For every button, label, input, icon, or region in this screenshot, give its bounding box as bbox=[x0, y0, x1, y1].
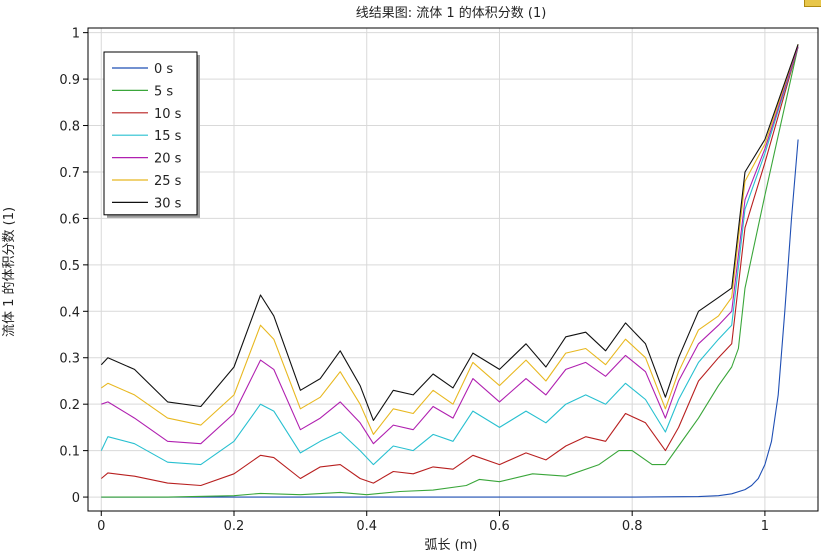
y-tick-label: 0.8 bbox=[59, 120, 80, 135]
y-tick-label: 0.3 bbox=[59, 352, 80, 367]
legend-label: 15 s bbox=[154, 129, 182, 144]
y-tick-label: 0.9 bbox=[59, 73, 80, 88]
x-tick-label: 0.4 bbox=[356, 519, 377, 534]
chart-title: 线结果图: 流体 1 的体积分数 (1) bbox=[356, 5, 547, 21]
y-tick-label: 0.6 bbox=[59, 212, 80, 227]
series-line-10s bbox=[100, 46, 799, 487]
y-tick-label: 0.7 bbox=[59, 166, 80, 181]
y-tick-label: 0.5 bbox=[59, 259, 80, 274]
legend-label: 10 s bbox=[154, 107, 182, 122]
x-axis: 0 0.2 0.4 0.6 0.8 1 bbox=[97, 511, 769, 534]
legend-box bbox=[103, 51, 198, 216]
series-group bbox=[100, 44, 799, 498]
y-tick-label: 1 bbox=[72, 27, 80, 42]
x-tick-label: 0.6 bbox=[489, 519, 510, 534]
y-tick-label: 0.1 bbox=[59, 445, 80, 460]
y-tick-label: 0.4 bbox=[59, 305, 80, 320]
x-tick-label: 0.2 bbox=[224, 519, 245, 534]
y-axis: 0 0.1 0.2 0.3 0.4 0.5 0.6 0.7 0.8 0.9 1 bbox=[59, 27, 88, 506]
series-line-15s bbox=[100, 46, 799, 466]
series-line-20s bbox=[101, 46, 799, 445]
series-line-30s bbox=[100, 44, 799, 421]
y-tick-label: 0.2 bbox=[59, 398, 80, 413]
export-icon[interactable] bbox=[804, 0, 821, 7]
legend-label: 30 s bbox=[154, 196, 182, 211]
legend-label: 0 s bbox=[154, 62, 173, 77]
plot-frame bbox=[87, 27, 819, 512]
y-axis-label: 流体 1 的体积分数 (1) bbox=[1, 207, 17, 337]
legend-label: 25 s bbox=[154, 174, 182, 189]
legend-label: 5 s bbox=[154, 84, 173, 99]
x-tick-label: 1 bbox=[761, 519, 769, 534]
y-tick-label: 0 bbox=[72, 491, 80, 506]
grid-lines bbox=[88, 28, 818, 511]
x-axis-label: 弧长 (m) bbox=[425, 538, 478, 553]
series-line-5s bbox=[101, 46, 799, 498]
x-tick-label: 0.8 bbox=[622, 519, 643, 534]
x-tick-label: 0 bbox=[97, 519, 105, 534]
legend-label: 20 s bbox=[154, 152, 182, 167]
legend: 0 s 5 s 10 s 15 s 20 s 25 s 30 s bbox=[103, 51, 200, 218]
series-line-0s bbox=[101, 139, 799, 498]
series-line-25s bbox=[100, 44, 799, 435]
